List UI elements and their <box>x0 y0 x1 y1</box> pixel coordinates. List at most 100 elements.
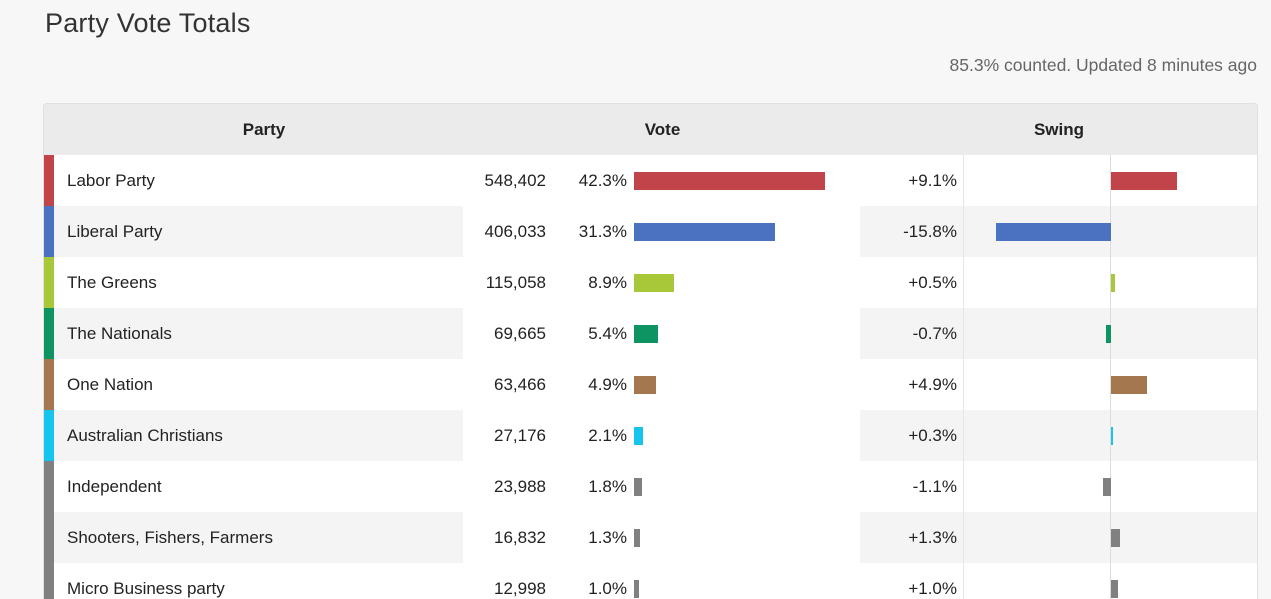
party-vote-table: Party Vote Swing Labor Party 548,402 42.3%… <box>43 103 1258 599</box>
table-row[interactable]: Liberal Party 406,033 31.3% -15.8% <box>44 206 1257 257</box>
swing-value: +0.3% <box>908 426 957 445</box>
vote-bar <box>634 580 639 598</box>
vote-cell-background <box>463 308 860 359</box>
page-title: Party Vote Totals <box>45 8 251 38</box>
vote-count: 63,466 <box>494 375 546 394</box>
party-name: The Greens <box>67 273 157 292</box>
swing-bar <box>1111 376 1147 394</box>
swing-zero-axis <box>1110 410 1111 461</box>
swing-value: -15.8% <box>903 222 957 241</box>
swing-value: -0.7% <box>912 324 957 343</box>
table-row[interactable]: Micro Business party 12,998 1.0% +1.0% <box>44 563 1257 599</box>
party-color-strip <box>44 410 54 461</box>
vote-percentage: 8.9% <box>588 273 627 292</box>
party-name: Australian Christians <box>67 426 223 445</box>
party-color-strip <box>44 512 54 563</box>
table-body: Labor Party 548,402 42.3% +9.1% Liberal Part… <box>44 155 1257 599</box>
count-status: 85.3% counted. Updated 8 minutes ago <box>949 55 1257 75</box>
swing-bar <box>1111 274 1115 292</box>
vote-cell-background <box>463 461 860 512</box>
vote-percentage: 2.1% <box>588 426 627 445</box>
party-name: One Nation <box>67 375 153 394</box>
vote-cell-background <box>463 563 860 599</box>
vote-cell-background <box>463 512 860 563</box>
swing-bar <box>996 223 1111 241</box>
vote-percentage: 42.3% <box>578 171 627 190</box>
vote-percentage: 1.0% <box>588 579 627 598</box>
vote-percentage: 31.3% <box>578 222 627 241</box>
swing-zero-axis <box>1110 563 1111 599</box>
vote-percentage: 1.3% <box>588 528 627 547</box>
vote-bar <box>634 478 643 496</box>
swing-divider <box>963 563 964 599</box>
swing-divider <box>963 308 964 359</box>
party-color-strip <box>44 563 54 599</box>
swing-bar <box>1102 478 1111 496</box>
header-vote[interactable]: Vote <box>644 120 681 139</box>
swing-divider <box>963 206 964 257</box>
vote-bar <box>634 325 659 343</box>
party-color-strip <box>44 257 54 308</box>
vote-cell-background <box>463 359 860 410</box>
header-party[interactable]: Party <box>242 120 286 139</box>
swing-value: +9.1% <box>908 171 957 190</box>
table-row[interactable]: One Nation 63,466 4.9% +4.9% <box>44 359 1257 410</box>
vote-count: 115,058 <box>485 273 546 292</box>
table-row[interactable]: The Greens 115,058 8.9% +0.5% <box>44 257 1257 308</box>
vote-cell-background <box>463 410 860 461</box>
party-color-strip <box>44 359 54 410</box>
vote-count: 23,988 <box>494 477 546 496</box>
vote-bar <box>634 223 776 241</box>
vote-bar <box>634 529 640 547</box>
vote-count: 548,402 <box>484 171 546 190</box>
swing-divider <box>963 410 964 461</box>
table-row[interactable]: Shooters, Fishers, Farmers 16,832 1.3% +1.3… <box>44 512 1257 563</box>
vote-percentage: 5.4% <box>588 324 627 343</box>
swing-value: +1.3% <box>908 528 957 547</box>
swing-divider <box>963 359 964 410</box>
table-row[interactable]: Australian Christians 27,176 2.1% +0.3% <box>44 410 1257 461</box>
vote-bar <box>634 427 644 445</box>
table-row[interactable]: The Nationals 69,665 5.4% -0.7% <box>44 308 1257 359</box>
vote-count: 27,176 <box>494 426 546 445</box>
swing-divider <box>963 512 964 563</box>
swing-divider <box>963 155 964 206</box>
vote-bar <box>634 274 675 292</box>
party-name: Shooters, Fishers, Farmers <box>67 528 273 547</box>
vote-count: 16,832 <box>494 528 546 547</box>
swing-bar <box>1105 325 1111 343</box>
vote-percentage: 1.8% <box>588 477 627 496</box>
swing-value: +4.9% <box>908 375 957 394</box>
party-name: Liberal Party <box>67 222 163 241</box>
vote-percentage: 4.9% <box>588 375 627 394</box>
vote-count: 406,033 <box>484 222 546 241</box>
party-color-strip <box>44 308 54 359</box>
vote-count: 69,665 <box>494 324 546 343</box>
party-name: Independent <box>67 477 162 496</box>
swing-zero-axis <box>1110 155 1111 206</box>
party-color-strip <box>44 461 54 512</box>
table-row[interactable]: Independent 23,988 1.8% -1.1% <box>44 461 1257 512</box>
swing-value: +1.0% <box>908 579 957 598</box>
swing-zero-axis <box>1110 359 1111 410</box>
party-name: Micro Business party <box>67 579 225 598</box>
table-row[interactable]: Labor Party 548,402 42.3% +9.1% <box>44 155 1257 206</box>
vote-bar <box>634 376 657 394</box>
swing-bar <box>1111 580 1119 598</box>
table-header: Party Vote Swing <box>44 104 1257 155</box>
swing-divider <box>963 461 964 512</box>
swing-bar <box>1111 172 1178 190</box>
party-name: Labor Party <box>67 171 155 190</box>
swing-value: -1.1% <box>912 477 957 496</box>
vote-bar <box>634 172 825 190</box>
party-color-strip <box>44 206 54 257</box>
party-name: The Nationals <box>67 324 172 343</box>
swing-zero-axis <box>1110 257 1111 308</box>
swing-value: +0.5% <box>908 273 957 292</box>
swing-zero-axis <box>1110 512 1111 563</box>
header-swing[interactable]: Swing <box>1033 120 1085 139</box>
swing-bar <box>1111 529 1121 547</box>
party-color-strip <box>44 155 54 206</box>
vote-count: 12,998 <box>494 579 546 598</box>
swing-bar <box>1111 427 1114 445</box>
